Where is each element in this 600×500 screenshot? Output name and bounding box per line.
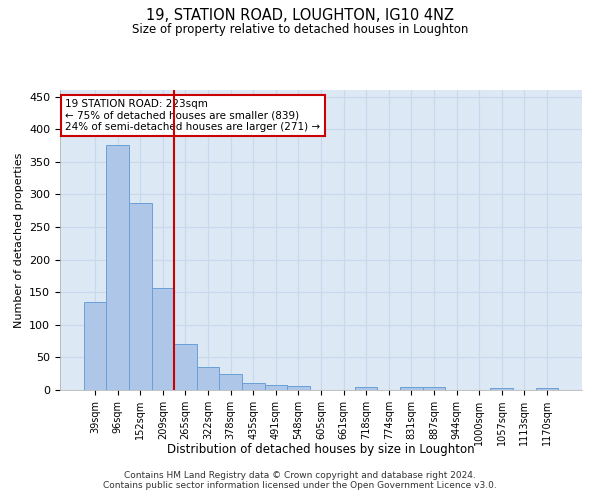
Bar xyxy=(152,288,174,390)
Bar xyxy=(265,386,287,390)
Bar xyxy=(242,384,265,390)
Bar xyxy=(84,302,106,390)
Bar xyxy=(174,344,197,390)
Text: Size of property relative to detached houses in Loughton: Size of property relative to detached ho… xyxy=(132,22,468,36)
Text: 19, STATION ROAD, LOUGHTON, IG10 4NZ: 19, STATION ROAD, LOUGHTON, IG10 4NZ xyxy=(146,8,454,22)
Text: 19 STATION ROAD: 223sqm
← 75% of detached houses are smaller (839)
24% of semi-d: 19 STATION ROAD: 223sqm ← 75% of detache… xyxy=(65,99,320,132)
Bar xyxy=(355,388,377,390)
Text: Contains HM Land Registry data © Crown copyright and database right 2024.
Contai: Contains HM Land Registry data © Crown c… xyxy=(103,470,497,490)
Bar xyxy=(422,388,445,390)
Bar xyxy=(220,374,242,390)
Bar xyxy=(400,388,422,390)
Bar xyxy=(287,386,310,390)
Y-axis label: Number of detached properties: Number of detached properties xyxy=(14,152,23,328)
Text: Distribution of detached houses by size in Loughton: Distribution of detached houses by size … xyxy=(167,442,475,456)
Bar xyxy=(197,366,220,390)
Bar xyxy=(536,388,558,390)
Bar xyxy=(106,146,129,390)
Bar xyxy=(490,388,513,390)
Bar xyxy=(129,203,152,390)
